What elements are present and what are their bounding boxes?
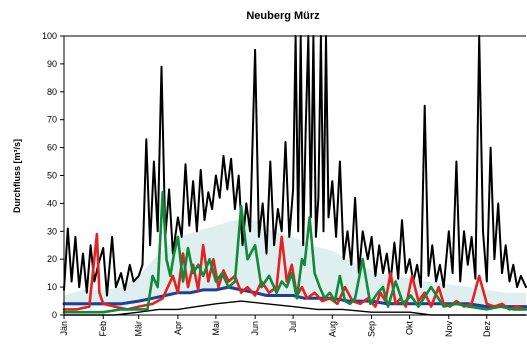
y-tick-label: 30 xyxy=(47,226,57,236)
x-tick-label: Dez xyxy=(482,321,492,338)
x-tick-label: Mär xyxy=(134,321,144,337)
y-tick-label: 10 xyxy=(47,282,57,292)
y-tick-label: 80 xyxy=(47,87,57,97)
y-tick-label: 0 xyxy=(52,310,57,320)
x-tick-label: Okt xyxy=(405,321,415,336)
y-tick-label: 20 xyxy=(47,254,57,264)
y-tick-label: 60 xyxy=(47,143,57,153)
x-tick-label: Aug xyxy=(327,321,337,337)
series-line-max xyxy=(63,35,527,297)
y-tick-label: 90 xyxy=(47,59,57,69)
y-ticks: 0 10 20 30 40 50 60 70 80 90 100 xyxy=(42,31,64,320)
y-tick-label: 100 xyxy=(42,31,57,41)
y-axis-title: Durchfluss [m³/s] xyxy=(12,139,22,213)
series-line-year-green xyxy=(62,190,527,314)
y-tick-label: 70 xyxy=(47,115,57,125)
x-tick-label: Mai xyxy=(211,321,221,336)
x-tick-label: Feb xyxy=(98,321,108,337)
y-tick-label: 50 xyxy=(47,171,57,181)
x-ticks: Jän Feb Mär Apr Mai Jun Jul Aug Sep Okt Nov Dez xyxy=(59,315,492,337)
x-tick-label: Jän xyxy=(59,321,69,336)
x-tick-label: Jul xyxy=(288,321,298,333)
x-tick-label: Apr xyxy=(173,321,183,335)
x-tick-label: Nov xyxy=(444,321,454,338)
x-tick-label: Sep xyxy=(367,321,377,337)
x-tick-label: Jun xyxy=(250,321,260,336)
chart-title: Neuberg Mürz xyxy=(246,10,320,22)
y-tick-label: 40 xyxy=(47,198,57,208)
